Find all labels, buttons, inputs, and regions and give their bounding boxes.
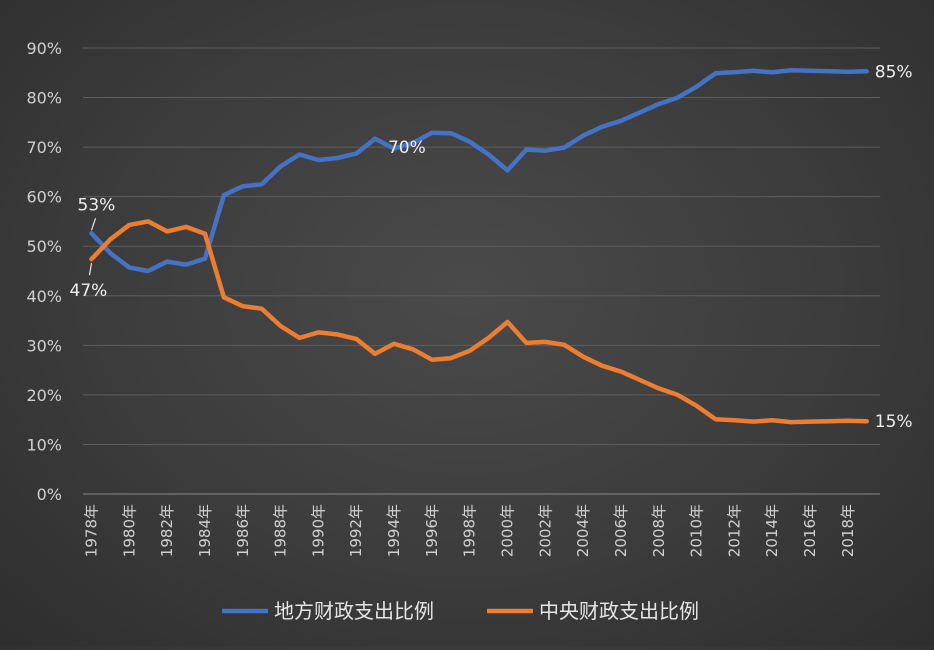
x-tick-label: 1996年 (423, 504, 441, 557)
data-label: 85% (875, 62, 913, 82)
y-tick-label: 0% (37, 485, 62, 504)
x-tick-label: 1984年 (196, 504, 214, 557)
x-tick-label: 1990年 (309, 504, 327, 557)
legend-label: 地方财政支出比例 (274, 599, 434, 623)
x-tick-label: 1992年 (347, 504, 365, 557)
x-tick-label: 2018年 (839, 504, 857, 557)
x-tick-label: 2010年 (688, 504, 706, 557)
y-tick-label: 30% (26, 336, 62, 355)
series-line-central (89, 219, 870, 425)
x-tick-label: 2002年 (536, 504, 554, 557)
x-tick-label: 1982年 (158, 504, 176, 557)
x-tick-label: 2008年 (650, 504, 668, 557)
y-tick-label: 50% (26, 237, 62, 256)
data-label: 70% (388, 138, 426, 158)
y-tick-label: 70% (26, 138, 62, 157)
x-tick-label: 2014年 (763, 504, 781, 557)
data-label-leader (88, 263, 93, 276)
x-tick-label: 1988年 (272, 504, 290, 557)
x-tick-label: 2006年 (612, 504, 630, 557)
x-tick-label: 2000年 (498, 504, 516, 557)
y-tick-label: 40% (26, 287, 62, 306)
y-tick-label: 10% (26, 435, 62, 454)
series-line-local (89, 68, 870, 274)
x-tick-label: 1994年 (385, 504, 403, 557)
legend-label: 中央财政支出比例 (539, 599, 699, 623)
x-tick-label: 1980年 (120, 504, 138, 557)
x-tick-label: 2012年 (725, 504, 743, 557)
data-label: 53% (78, 195, 116, 215)
y-tick-label: 80% (26, 89, 62, 108)
y-tick-label: 90% (26, 39, 62, 58)
data-label: 47% (70, 281, 108, 301)
x-tick-label: 2016年 (801, 504, 819, 557)
x-tick-label: 1998年 (461, 504, 479, 557)
y-tick-label: 60% (26, 188, 62, 207)
data-label-leader (90, 218, 97, 231)
data-label: 15% (875, 412, 913, 432)
x-tick-label: 1978年 (83, 504, 101, 557)
y-tick-label: 20% (26, 386, 62, 405)
x-tick-label: 1986年 (234, 504, 252, 557)
x-tick-label: 2004年 (574, 504, 592, 557)
